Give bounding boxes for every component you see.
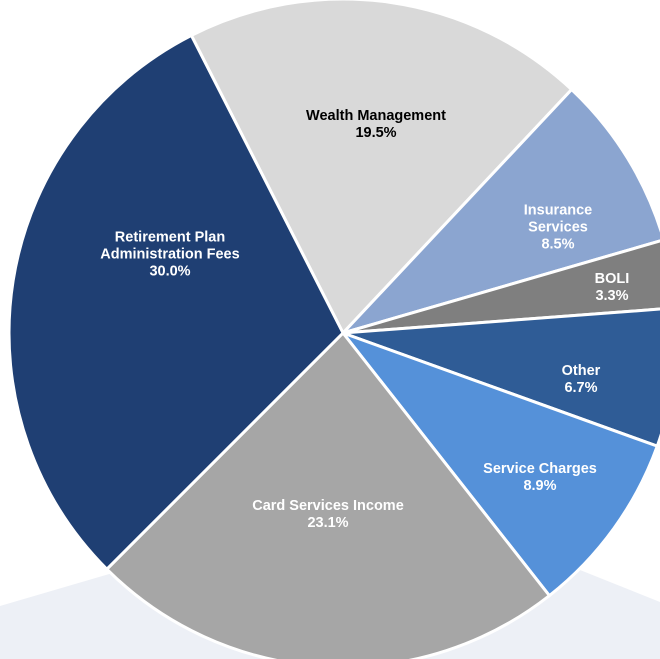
- category-label: Card Services Income: [252, 498, 404, 514]
- pie-slice: [338, 87, 660, 336]
- value-label: 30.0%: [149, 263, 191, 280]
- value-label: 8.9%: [523, 478, 557, 494]
- category-label: Wealth Management: [306, 108, 446, 124]
- value-label: 23.1%: [307, 515, 349, 531]
- category-label: BOLI: [594, 271, 630, 287]
- slice-label: Other 6.7%: [541, 363, 621, 397]
- value-label: 19.5%: [355, 125, 397, 141]
- pie-slice: [342, 307, 660, 449]
- value-label: 6.7%: [564, 380, 598, 396]
- slice-label: Wealth Management 19.5%: [276, 108, 476, 142]
- pie-slice: [104, 330, 552, 659]
- slice-label: Insurance Services 8.5%: [513, 203, 603, 254]
- category-label: Other: [561, 363, 601, 379]
- category-label: Insurance Services: [523, 202, 593, 236]
- pie-slice: [338, 329, 660, 598]
- slice-label: Retirement Plan Administration Fees 30.0%: [80, 230, 260, 281]
- pie-slice: [342, 239, 660, 335]
- value-label: 3.3%: [595, 288, 629, 304]
- slice-label: Service Charges 8.9%: [460, 461, 620, 495]
- pie-slice: [189, 0, 574, 336]
- category-label: Service Charges: [483, 461, 597, 477]
- value-label: 8.5%: [541, 236, 575, 253]
- pie-slice: [7, 33, 345, 572]
- slice-label: BOLI 3.3%: [582, 271, 642, 305]
- slice-label: Card Services Income 23.1%: [218, 498, 438, 532]
- category-label: Retirement Plan Administration Fees: [100, 229, 240, 263]
